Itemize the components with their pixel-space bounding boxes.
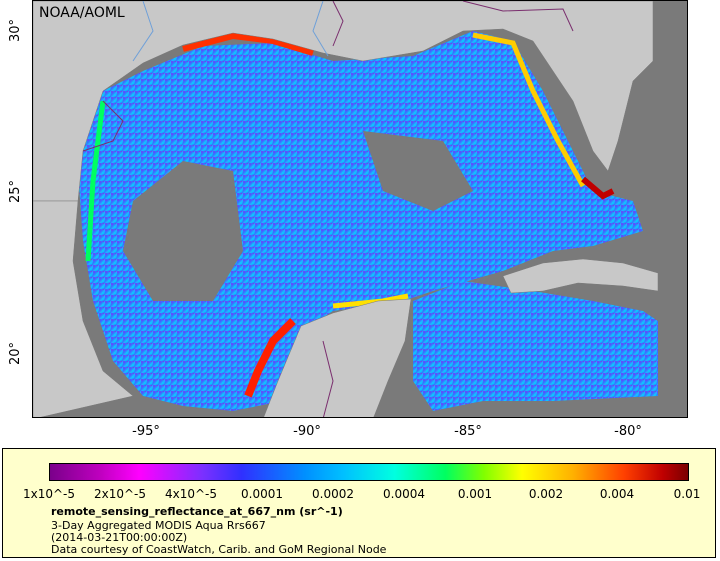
legend-dataset: 3-Day Aggregated MODIS Aqua Rrs667 bbox=[51, 519, 266, 532]
land-usa bbox=[33, 1, 654, 202]
colorbar-label: 0.01 bbox=[673, 487, 701, 501]
map-panel: NOAA/AOML bbox=[32, 0, 688, 418]
y-tick-30: 30° bbox=[8, 18, 23, 42]
coastal-turbidity bbox=[472, 32, 586, 188]
map-credit: NOAA/AOML bbox=[39, 5, 125, 21]
colorbar-label: 1x10^-5 bbox=[22, 487, 76, 501]
colorbar-label: 2x10^-5 bbox=[93, 487, 147, 501]
coastal-turbidity bbox=[581, 176, 615, 200]
colorbar-label: 0.0001 bbox=[241, 487, 283, 501]
x-tick-95: -95° bbox=[132, 424, 160, 439]
legend-time: (2014-03-21T00:00:00Z) bbox=[51, 531, 188, 544]
river-line bbox=[312, 1, 329, 57]
y-tick-25: 25° bbox=[8, 179, 23, 203]
cloud-gap bbox=[363, 131, 473, 211]
ocean-reflectance-field bbox=[78, 31, 643, 411]
gulf-of-mexico-map bbox=[33, 1, 687, 417]
colorbar-label: 0.002 bbox=[528, 487, 564, 501]
cloud-gap bbox=[123, 161, 243, 301]
border-line bbox=[82, 100, 124, 152]
legend-variable: remote_sensing_reflectance_at_667_nm (sr… bbox=[51, 505, 343, 518]
land-mexico bbox=[33, 200, 134, 417]
y-tick-20: 20° bbox=[8, 341, 23, 365]
x-tick-85: -85° bbox=[454, 424, 482, 439]
caribbean-field bbox=[413, 281, 658, 411]
river-line bbox=[132, 1, 154, 62]
coastal-turbidity bbox=[85, 100, 106, 262]
border-line bbox=[462, 1, 574, 32]
x-tick-90: -90° bbox=[293, 424, 321, 439]
colorbar bbox=[49, 463, 689, 481]
coastal-turbidity bbox=[244, 318, 296, 398]
colorbar-label: 0.0004 bbox=[383, 487, 425, 501]
border-line bbox=[322, 340, 334, 417]
legend-source: Data courtesy of CoastWatch, Carib. and … bbox=[51, 543, 387, 556]
colorbar-label: 0.001 bbox=[457, 487, 493, 501]
colorbar-label: 0.0002 bbox=[312, 487, 354, 501]
legend-panel: 1x10^-5 2x10^-5 4x10^-5 0.0001 0.0002 0.… bbox=[2, 448, 716, 558]
colorbar-label: 0.004 bbox=[599, 487, 635, 501]
x-tick-80: -80° bbox=[614, 424, 642, 439]
colorbar-label: 4x10^-5 bbox=[164, 487, 218, 501]
land-yucatan bbox=[263, 298, 412, 417]
nodata-strip bbox=[658, 1, 687, 417]
border-line bbox=[332, 1, 344, 47]
coastal-turbidity bbox=[182, 32, 314, 56]
